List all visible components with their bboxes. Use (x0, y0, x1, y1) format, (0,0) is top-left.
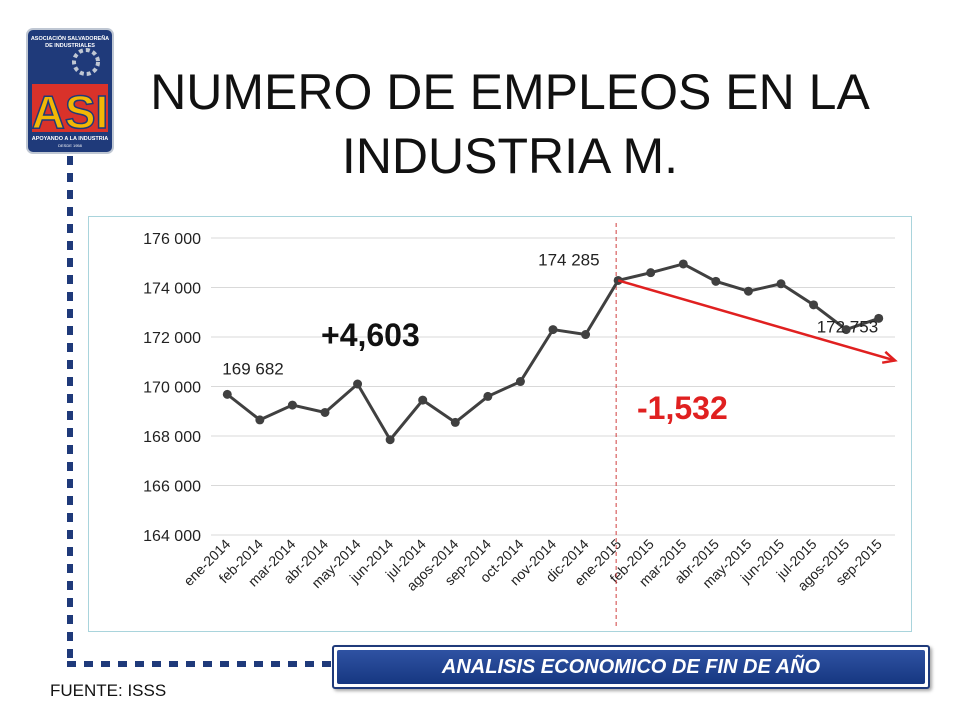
data-point (743, 286, 753, 296)
logo-top-text: ASOCIACIÓN SALVADOREÑA (31, 34, 109, 42)
data-point (841, 325, 851, 335)
data-point (581, 330, 591, 340)
y-tick-label: 176 000 (143, 231, 201, 248)
data-label: 169 682 (222, 359, 283, 378)
data-point (646, 268, 656, 278)
data-point (776, 279, 786, 289)
y-tick-label: 168 000 (143, 429, 201, 446)
data-point (385, 435, 395, 445)
logo-bottom-text: APOYANDO A LA INDUSTRIA (32, 136, 109, 142)
data-point (515, 377, 525, 387)
data-point (353, 379, 363, 389)
data-point (287, 400, 297, 410)
logo-since-text: DESDE 1958 (58, 143, 83, 148)
data-point (450, 417, 460, 427)
asi-logo-graphic: ASOCIACIÓN SALVADOREÑA DE INDUSTRIALES A… (26, 28, 114, 154)
data-point (320, 407, 330, 417)
data-point (548, 325, 558, 335)
data-point (678, 259, 688, 269)
banner-label: ANALISIS ECONOMICO DE FIN DE AÑO (337, 650, 925, 684)
annotation-increase: +4,603 (321, 317, 420, 353)
dotted-border-horizontal (67, 661, 335, 667)
asi-logo: ASOCIACIÓN SALVADOREÑA DE INDUSTRIALES A… (26, 28, 114, 154)
annotation-decrease: -1,532 (637, 390, 728, 426)
data-point (711, 276, 721, 286)
source-label: FUENTE: ISSS (50, 681, 167, 700)
chart-panel: 164 000 166 000 168 000 170 000 172 000 174 0… (88, 216, 912, 632)
data-point (418, 395, 428, 405)
data-label: 174 285 (538, 250, 599, 269)
trend-arrow-head (881, 350, 898, 364)
svg-text:DE INDUSTRIALES: DE INDUSTRIALES (45, 43, 95, 49)
y-tick-label: 174 000 (143, 281, 201, 298)
logo-letters: ASI (32, 86, 109, 138)
title-line-1: NUMERO DE EMPLEOS EN LA (150, 64, 870, 120)
employment-line-chart: 164 000 166 000 168 000 170 000 172 000 174 0… (143, 223, 898, 629)
title-line-2: INDUSTRIA M. (341, 128, 679, 184)
data-point (222, 389, 232, 399)
y-tick-label: 166 000 (143, 479, 201, 496)
data-point (809, 300, 819, 310)
y-tick-label: 170 000 (143, 380, 201, 397)
data-point (874, 313, 884, 323)
footer-banner: ANALISIS ECONOMICO DE FIN DE AÑO (332, 645, 930, 689)
data-point (255, 415, 265, 425)
trend-arrow-line (617, 279, 896, 362)
page-title: NUMERO DE EMPLEOS EN LA INDUSTRIA M. (120, 60, 900, 188)
dotted-border-vertical (67, 156, 73, 666)
data-point (483, 391, 493, 401)
y-tick-label: 164 000 (143, 528, 201, 545)
data-label: 172 753 (817, 317, 878, 336)
y-tick-label: 172 000 (143, 330, 201, 347)
